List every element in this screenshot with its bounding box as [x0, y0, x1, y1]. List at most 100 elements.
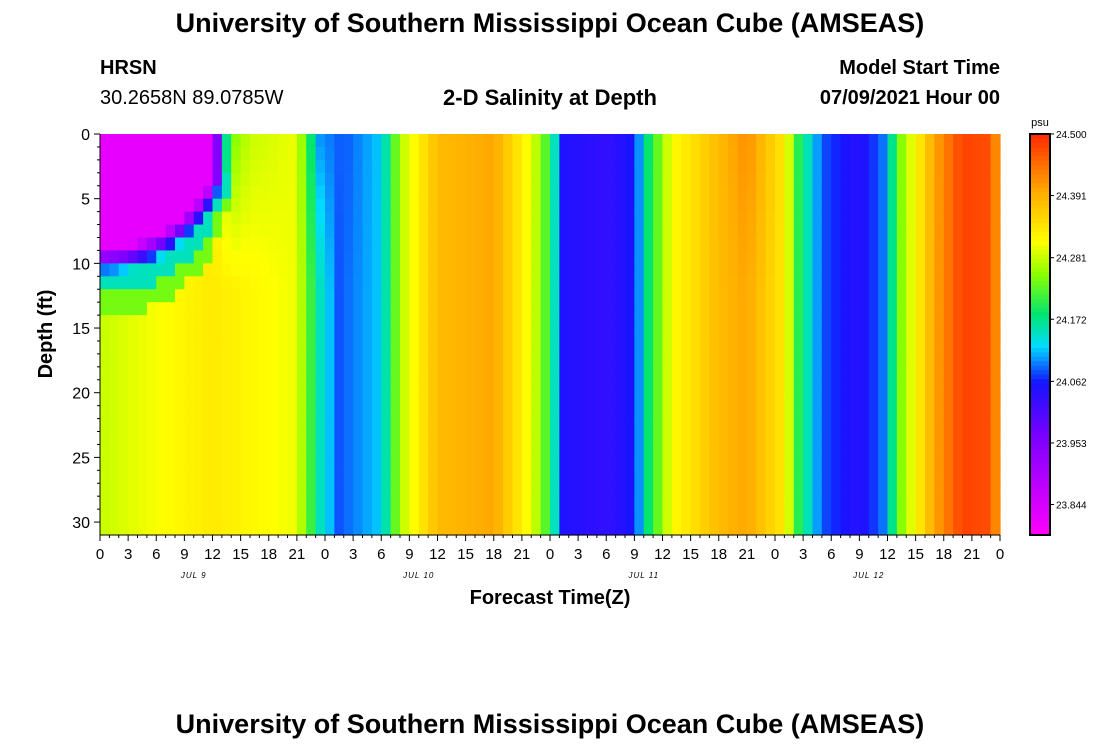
heatmap-cell: [418, 134, 429, 148]
heatmap-cell: [484, 392, 495, 407]
heatmap-cell: [971, 392, 982, 407]
heatmap-cell: [409, 340, 420, 355]
heatmap-cell: [728, 289, 739, 303]
colorbar-tick-label: 24.500: [1056, 130, 1087, 141]
heatmap-cell: [531, 146, 542, 161]
heatmap-cell: [390, 470, 401, 484]
heatmap-cell: [287, 315, 298, 329]
heatmap-cell: [362, 457, 373, 471]
heatmap-cell: [925, 379, 935, 394]
heatmap-cell: [184, 134, 195, 148]
heatmap-cell: [465, 276, 476, 290]
heatmap-cell: [165, 405, 176, 420]
colorbar-swatch: [1030, 352, 1050, 358]
heatmap-cell: [793, 315, 804, 329]
heatmap-cell: [503, 146, 514, 161]
heatmap-cell: [625, 159, 635, 174]
y-tick-label: 5: [81, 192, 90, 209]
heatmap-cell: [943, 340, 954, 355]
heatmap-cell: [934, 418, 945, 433]
heatmap-cell: [803, 366, 814, 381]
heatmap-cell: [756, 328, 767, 342]
heatmap-cell: [550, 366, 560, 381]
heatmap-cell: [512, 237, 523, 252]
heatmap-cell: [821, 483, 832, 497]
colorbar-tick-label: 23.953: [1056, 439, 1087, 450]
heatmap-cell: [268, 159, 279, 174]
heatmap-cell: [840, 250, 851, 264]
heatmap-cell: [878, 353, 889, 368]
heatmap-cell: [671, 224, 682, 239]
heatmap-cell: [184, 483, 195, 497]
heatmap-cell: [925, 146, 935, 161]
heatmap-cell: [671, 444, 682, 458]
heatmap-cell: [906, 328, 917, 342]
heatmap-cell: [990, 444, 1001, 458]
heatmap-cell: [690, 315, 701, 329]
heatmap-cell: [756, 134, 767, 148]
heatmap-cell: [887, 328, 898, 342]
heatmap-cell: [240, 276, 251, 290]
heatmap-cell: [765, 302, 776, 316]
heatmap-cell: [700, 250, 710, 264]
heatmap-cell: [268, 289, 279, 303]
heatmap-cell: [128, 340, 139, 355]
heatmap-cell: [343, 224, 354, 239]
heatmap-cell: [165, 379, 176, 394]
heatmap-cell: [287, 353, 298, 368]
heatmap-cell: [643, 353, 654, 368]
heatmap-cell: [221, 302, 232, 316]
heatmap-cell: [971, 483, 982, 497]
heatmap-cell: [728, 483, 739, 497]
heatmap-cell: [456, 263, 467, 277]
heatmap-cell: [606, 237, 617, 252]
heatmap-cell: [587, 340, 598, 355]
heatmap-cell: [390, 431, 401, 446]
heatmap-cell: [409, 379, 420, 394]
heatmap-cell: [737, 172, 748, 187]
heatmap-cell: [137, 418, 148, 433]
heatmap-cell: [625, 366, 635, 381]
heatmap-cell: [568, 483, 579, 497]
heatmap-cell: [568, 522, 579, 536]
heatmap-cell: [803, 250, 814, 264]
heatmap-cell: [925, 522, 935, 536]
heatmap-cell: [212, 289, 223, 303]
heatmap-cell: [503, 522, 514, 536]
heatmap-cell: [475, 237, 485, 252]
heatmap-cell: [643, 198, 654, 213]
colorbar-swatch: [1030, 134, 1050, 140]
heatmap-cell: [953, 418, 964, 433]
heatmap-cell: [925, 392, 935, 407]
heatmap-cell: [821, 224, 832, 239]
heatmap-cell: [109, 522, 120, 536]
heatmap-cell: [165, 211, 176, 226]
heatmap-cell: [746, 185, 757, 200]
heatmap-cell: [371, 470, 382, 484]
heatmap-cell: [850, 483, 860, 497]
heatmap-cell: [765, 198, 776, 213]
heatmap-cell: [803, 483, 814, 497]
heatmap-cell: [878, 431, 889, 446]
heatmap-cell: [128, 302, 139, 316]
heatmap-cell: [737, 250, 748, 264]
heatmap-cell: [100, 328, 110, 342]
heatmap-cell: [634, 172, 645, 187]
heatmap-cell: [212, 418, 223, 433]
heatmap-cell: [953, 509, 964, 523]
heatmap-cell: [896, 211, 907, 226]
heatmap-cell: [184, 263, 195, 277]
heatmap-cell: [990, 302, 1001, 316]
heatmap-cell: [221, 405, 232, 420]
x-tick-label: 18: [935, 546, 952, 563]
heatmap-cell: [437, 302, 448, 316]
heatmap-cell: [643, 392, 654, 407]
heatmap-cell: [690, 159, 701, 174]
heatmap-cell: [381, 444, 392, 458]
heatmap-cell: [184, 405, 195, 420]
heatmap-cell: [315, 353, 326, 368]
heatmap-cell: [859, 328, 870, 342]
heatmap-cell: [221, 146, 232, 161]
heatmap-cell: [765, 276, 776, 290]
heatmap-cell: [250, 276, 260, 290]
